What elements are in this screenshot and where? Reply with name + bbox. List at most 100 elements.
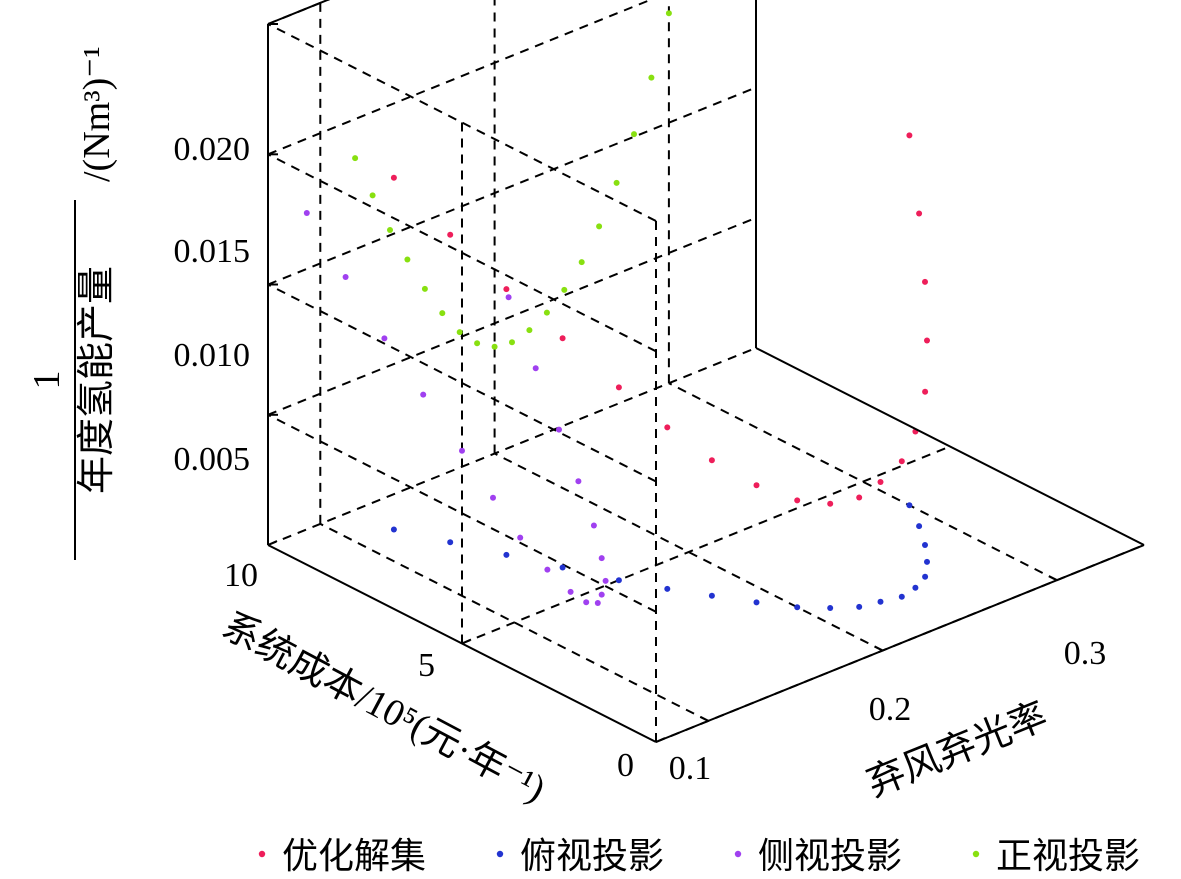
data-point — [922, 573, 929, 580]
data-point — [708, 592, 715, 599]
data-point — [387, 227, 393, 233]
z-tick-label: 0.020 — [174, 131, 251, 168]
legend-marker — [258, 850, 266, 858]
data-point — [505, 294, 512, 301]
floor-grid-line — [319, 523, 709, 722]
data-point — [906, 502, 913, 509]
legend-label: 俯视投影 — [520, 836, 664, 876]
data-point — [459, 447, 465, 454]
x-tick-label: 0.1 — [669, 750, 712, 787]
data-point — [342, 274, 349, 280]
y-tick-label: 0 — [617, 747, 634, 784]
data-point — [439, 310, 446, 317]
data-point — [916, 210, 923, 217]
y-tick-label: 10 — [224, 557, 258, 594]
data-point — [532, 365, 539, 372]
z-tick-label: 0.005 — [174, 441, 251, 478]
wall-grid-line — [267, 23, 657, 222]
data-point — [594, 600, 601, 606]
wall-grid-line — [267, 153, 657, 353]
data-point — [491, 343, 498, 350]
data-point — [898, 593, 905, 600]
floor-grid-line — [461, 445, 951, 645]
data-point — [404, 256, 411, 263]
legend-marker — [734, 850, 742, 858]
data-point — [517, 534, 524, 541]
data-point — [648, 74, 655, 81]
wall-grid-line — [267, 0, 653, 156]
data-point — [827, 605, 834, 611]
z-axis-label: 1 年度氢能产量 /(Nm³)⁻¹ — [26, 46, 118, 560]
floor-grid-line — [668, 382, 1058, 582]
x-axis-line — [655, 544, 1145, 743]
x-tick-mark — [1048, 575, 1058, 582]
data-point — [922, 542, 928, 548]
data-point — [613, 179, 620, 186]
y-tick-label: 5 — [418, 647, 435, 684]
data-point — [596, 223, 603, 230]
data-point — [922, 388, 929, 395]
data-point — [490, 494, 496, 501]
data-point — [794, 497, 801, 504]
data-point — [390, 174, 397, 181]
data-point — [509, 339, 515, 346]
data-point — [856, 603, 863, 610]
y-tick-mark — [655, 737, 666, 743]
data-point — [556, 426, 562, 433]
data-point — [447, 231, 454, 238]
data-point — [877, 598, 884, 605]
z-tick-label: 0.015 — [174, 233, 251, 270]
legend-item-optimal-set: 优化解集 — [258, 836, 426, 876]
z-tick-label: 0.010 — [174, 337, 251, 374]
legend-item-front-projection: 正视投影 — [972, 836, 1140, 876]
legend: 优化解集 俯视投影 侧视投影 正视投影 — [258, 836, 1140, 876]
data-point — [559, 564, 566, 571]
data-point — [898, 458, 905, 465]
data-point — [598, 555, 605, 562]
data-point — [503, 551, 510, 558]
grid-lines — [267, 0, 1145, 743]
z-tick-labels: 0.005 0.010 0.015 0.020 — [174, 131, 251, 478]
data-point — [369, 192, 376, 199]
data-point — [526, 327, 533, 334]
data-point — [924, 558, 930, 565]
data-point — [474, 340, 481, 347]
data-point — [924, 337, 930, 344]
data-point — [856, 494, 863, 501]
floor-grid-line — [267, 347, 757, 546]
data-point — [877, 479, 884, 485]
data-point — [708, 457, 715, 464]
data-point — [916, 523, 923, 530]
legend-label: 正视投影 — [996, 836, 1140, 876]
legend-label: 优化解集 — [282, 836, 426, 876]
x-tick-mark — [699, 716, 709, 722]
data-point — [906, 132, 913, 139]
data-point — [665, 10, 672, 17]
data-point — [575, 478, 582, 485]
data-point — [447, 539, 454, 546]
data-point — [590, 522, 597, 529]
data-point — [912, 584, 919, 591]
frame-edge — [267, 0, 331, 25]
x-tick-labels: 0.1 0.2 0.3 — [669, 635, 1107, 787]
legend-marker — [496, 850, 504, 858]
data-point — [753, 482, 760, 489]
legend-item-side-projection: 侧视投影 — [734, 836, 902, 876]
data-point — [615, 577, 622, 584]
y-tick-mark — [461, 638, 472, 645]
data-point — [352, 155, 359, 162]
data-points — [303, 10, 930, 611]
data-point — [794, 604, 801, 611]
data-point — [615, 384, 622, 391]
data-point — [567, 588, 574, 595]
z-label-unit: /(Nm³)⁻¹ — [76, 46, 118, 182]
data-point — [598, 591, 605, 598]
data-point — [664, 424, 671, 431]
wall-grid-line — [267, 283, 657, 483]
x-tick-label: 0.2 — [869, 691, 912, 728]
data-point — [561, 286, 568, 293]
data-point — [543, 309, 550, 316]
data-point — [421, 285, 428, 292]
data-point — [922, 278, 928, 285]
